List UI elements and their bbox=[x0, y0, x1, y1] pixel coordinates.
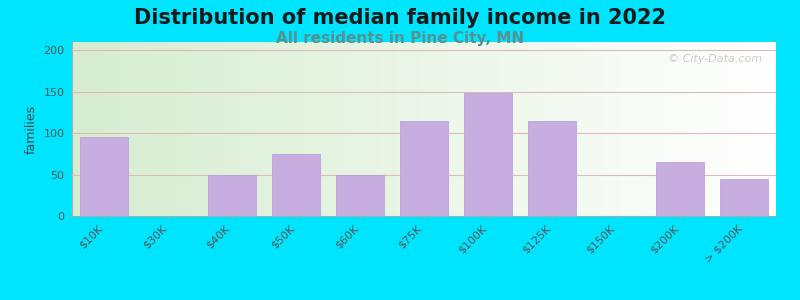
Bar bbox=[528, 121, 576, 216]
Bar bbox=[464, 93, 512, 216]
Y-axis label: families: families bbox=[25, 104, 38, 154]
Bar bbox=[80, 137, 128, 216]
Bar bbox=[720, 179, 768, 216]
Bar bbox=[656, 162, 704, 216]
Text: © City-Data.com: © City-Data.com bbox=[668, 54, 762, 64]
Text: Distribution of median family income in 2022: Distribution of median family income in … bbox=[134, 8, 666, 28]
Text: All residents in Pine City, MN: All residents in Pine City, MN bbox=[276, 32, 524, 46]
Bar bbox=[336, 175, 384, 216]
Bar bbox=[400, 121, 448, 216]
Bar bbox=[208, 175, 256, 216]
Bar bbox=[272, 154, 320, 216]
